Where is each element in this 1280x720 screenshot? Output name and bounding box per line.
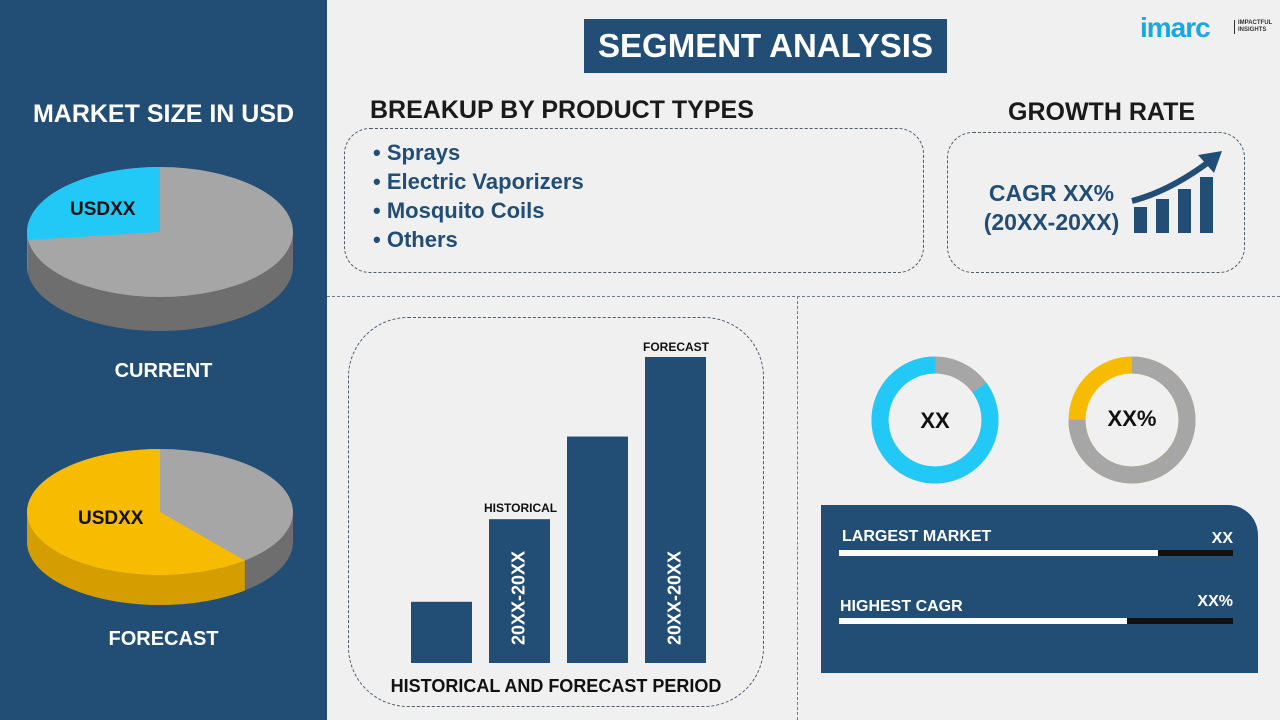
pie-side-highlight — [27, 232, 29, 275]
bar-4 — [645, 357, 706, 663]
forecast-period: 20XX-20XX — [664, 550, 685, 646]
current-value-label: USDXX — [70, 199, 136, 220]
highest-cagr-bar — [839, 618, 1233, 624]
pie-slice-highlight — [27, 449, 245, 575]
historical-label: HISTORICAL — [484, 501, 558, 515]
cagr-text: CAGR XX% — [988, 180, 1115, 206]
bar-1 — [411, 601, 472, 663]
product-item: • Others — [373, 227, 458, 252]
product-item: • Electric Vaporizers — [373, 169, 584, 194]
market-size-title: MARKET SIZE IN USD — [32, 100, 295, 128]
growth-chart-icon — [1131, 151, 1222, 233]
bar-3 — [567, 436, 628, 663]
imarc-logo: imarc IMPACTFUL INSIGHTS — [1140, 8, 1275, 44]
current-pie-chart — [26, 167, 293, 331]
page-title: SEGMENT ANALYSIS — [584, 19, 947, 73]
breakup-box: • Sprays • Electric Vaporizers • Mosquit… — [344, 128, 924, 273]
donut-1-label: XX — [920, 408, 950, 433]
divider — [797, 296, 798, 720]
bar-2 — [489, 519, 550, 663]
largest-market-bar — [839, 550, 1233, 556]
divider — [327, 296, 1280, 297]
bar-chart-caption: HISTORICAL AND FORECAST PERIOD — [390, 676, 722, 696]
forecast-bar-label: FORECAST — [643, 340, 709, 354]
market-size-panel: MARKET SIZE IN USD USDXX CURRENT USDXX F… — [0, 0, 327, 720]
product-item: • Sprays — [373, 140, 461, 165]
bar-chart — [411, 357, 706, 663]
current-label: CURRENT — [114, 360, 213, 382]
donut-2-label: XX% — [1107, 406, 1157, 431]
breakup-title: BREAKUP BY PRODUCT TYPES — [370, 96, 754, 124]
historical-period: 20XX-20XX — [508, 550, 529, 646]
donut-segment — [1068, 356, 1196, 484]
pie-side-highlight — [27, 512, 245, 605]
largest-market-value: XX — [1211, 530, 1233, 547]
donut-charts — [871, 356, 1196, 484]
cagr-period: (20XX-20XX) — [983, 209, 1120, 235]
growth-box: CAGR XX% (20XX-20XX) — [947, 132, 1245, 273]
logo-brand: imarc — [1140, 12, 1211, 43]
forecast-pie-chart — [27, 449, 293, 605]
logo-tagline: IMPACTFUL INSIGHTS — [1234, 20, 1278, 34]
pie-slice-highlight — [26, 167, 160, 241]
product-item: • Mosquito Coils — [373, 198, 545, 223]
highest-cagr-value: XX% — [1197, 593, 1233, 610]
forecast-label: FORECAST — [108, 628, 219, 650]
growth-title: GROWTH RATE — [1008, 98, 1196, 126]
highest-cagr-label: HIGHEST CAGR — [840, 598, 963, 615]
bar-chart-box — [348, 317, 764, 707]
kpi-panel: LARGEST MARKET XX HIGHEST CAGR XX% — [821, 505, 1258, 673]
largest-market-label: LARGEST MARKET — [842, 528, 992, 545]
forecast-value-label: USDXX — [78, 508, 144, 529]
